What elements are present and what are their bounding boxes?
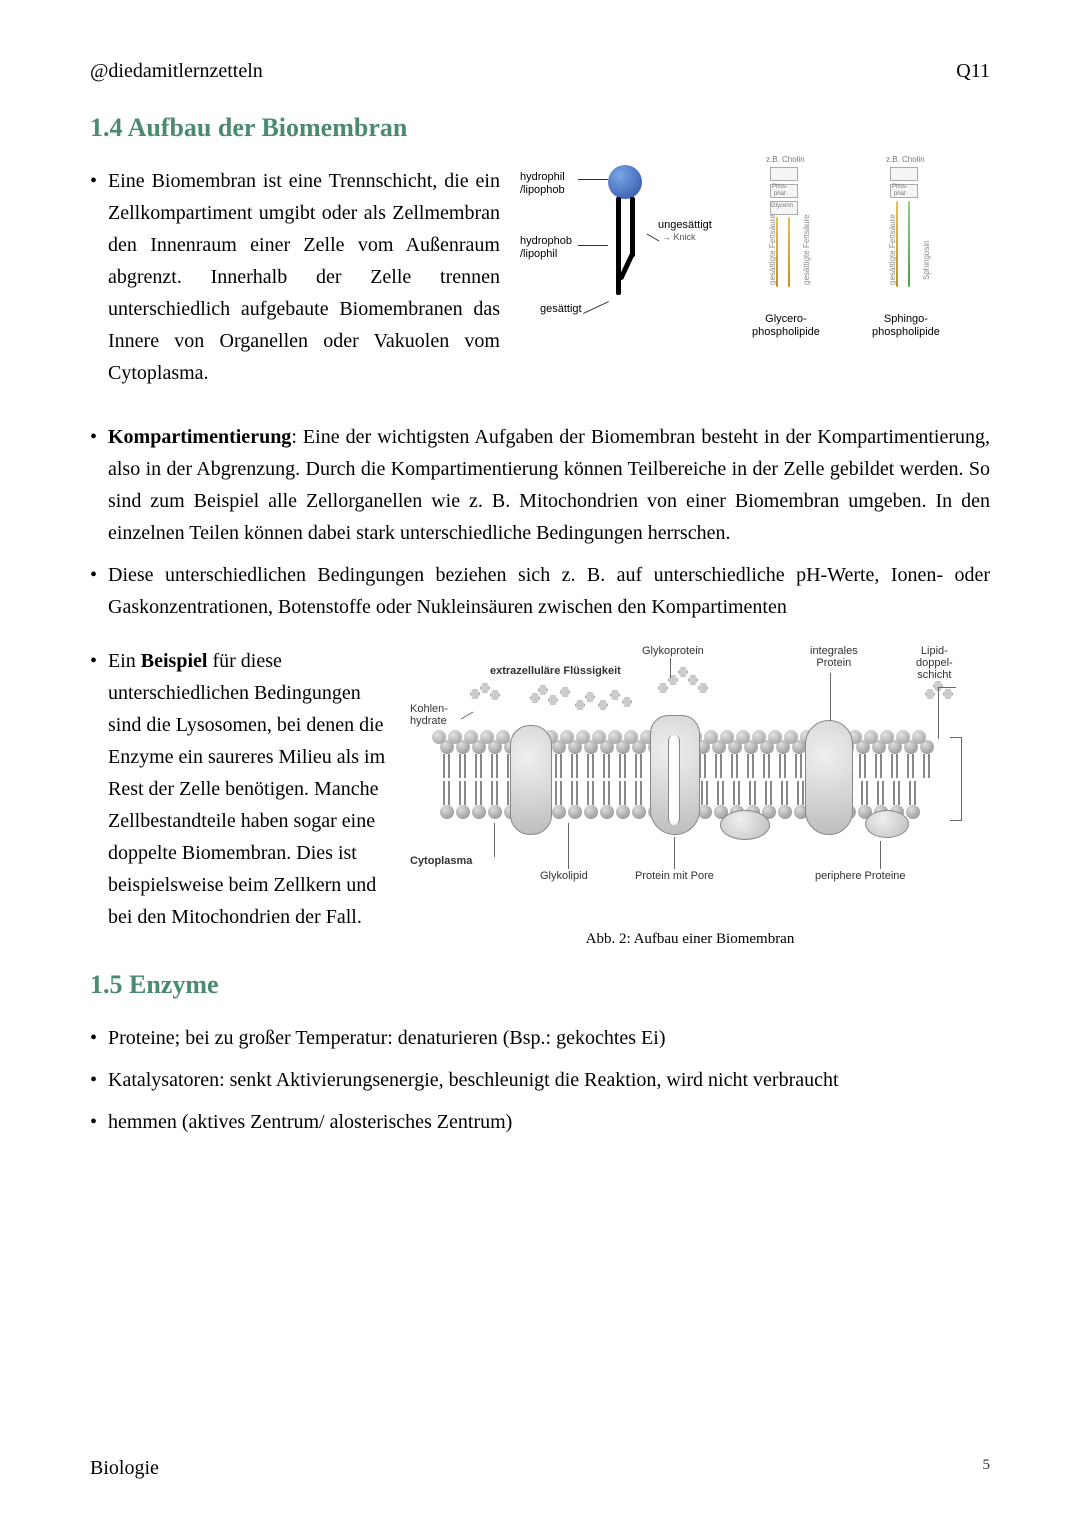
protein-peripheral-2 — [865, 810, 909, 838]
lbl-integrales: integrales Protein — [810, 645, 858, 669]
lbl-extracell: extrazelluläre Flüssigkeit — [490, 665, 621, 677]
header-right: Q11 — [956, 60, 990, 83]
phospholipid-tail-saturated — [616, 197, 621, 295]
arrow-1 — [578, 179, 608, 180]
protein-integral-1 — [510, 725, 552, 835]
lbl-phosphat-1: Phos- phat — [772, 184, 788, 198]
row-beispiel: Ein Beispiel für diese unterschiedlichen… — [90, 645, 990, 948]
conn-kohlen — [461, 712, 474, 720]
box-cholin-1 — [770, 167, 798, 181]
beispiel-pre: Ein — [108, 650, 141, 672]
enzyme-b2: Katalysatoren: senkt Aktivierungsenergie… — [108, 1064, 990, 1096]
bullet-kompartimentierung: Kompartimentierung: Eine der wichtigsten… — [108, 421, 990, 549]
row-intro: Eine Biomembran ist eine Trennschicht, d… — [90, 165, 990, 399]
conn-glykoprotein — [670, 658, 671, 678]
mini-tail-g2 — [788, 217, 790, 287]
vert-ges-3: gesättigte Fettsäure — [888, 214, 897, 285]
footer-subject: Biologie — [90, 1457, 159, 1480]
protein-integral-2 — [805, 720, 853, 835]
lbl-lipiddoppel: Lipid- doppel- schicht — [916, 645, 953, 681]
beispiel-rest: für diese unterschiedlichen Bedingungen … — [108, 650, 385, 928]
phospholipid-tail-unsaturated — [630, 197, 635, 257]
page-header: @diedamitlernzetteln Q11 — [90, 60, 990, 83]
lbl-ungesaettigt: ungesättigt — [658, 219, 712, 232]
lbl-glycero: Glycero- phospholipide — [752, 313, 820, 339]
conn-glykolipid — [568, 823, 569, 869]
bullet-beispiel: Ein Beispiel für diese unterschiedlichen… — [108, 645, 390, 933]
lbl-kohlenhydrate: Kohlen- hydrate — [410, 703, 448, 727]
page-footer: Biologie 5 — [90, 1457, 990, 1480]
conn-lipiddoppel-1 — [938, 687, 939, 739]
beispiel-bold: Beispiel — [141, 650, 208, 672]
bracket-lipiddoppel — [950, 737, 962, 821]
header-left: @diedamitlernzetteln — [90, 60, 263, 83]
arrow-3 — [583, 301, 609, 314]
heading-1-5: 1.5 Enzyme — [90, 970, 990, 1000]
mini-tail-s2 — [908, 201, 910, 287]
arrow-4 — [647, 234, 660, 242]
lbl-cholin-2: z.B. Cholin — [886, 155, 925, 165]
lbl-protein-pore: Protein mit Pore — [635, 870, 714, 882]
membrane-diagram: extrazelluläre Flüssigkeit Glykoprotein … — [410, 645, 970, 925]
lbl-hydrophil: hydrophil /lipophob — [520, 171, 565, 197]
bullet-bedingungen: Diese unterschiedlichen Bedingungen bezi… — [108, 559, 990, 623]
phospholipid-head-icon — [608, 165, 642, 199]
lbl-knick: → Knick — [662, 232, 696, 243]
conn-pore — [674, 837, 675, 869]
arrow-2 — [578, 245, 608, 246]
conn-integrales — [830, 673, 831, 721]
vert-ges-2: gesättigte Fettsäure — [802, 214, 811, 285]
lbl-cholin-1: z.B. Cholin — [766, 155, 805, 165]
lbl-gesaettigt: gesättigt — [540, 303, 582, 316]
footer-page: 5 — [983, 1457, 991, 1480]
box-cholin-2 — [890, 167, 918, 181]
protein-pore-channel — [668, 735, 680, 825]
lbl-glykoprotein: Glykoprotein — [642, 645, 704, 657]
lbl-cytoplasma: Cytoplasma — [410, 855, 472, 867]
lbl-glykolipid: Glykolipid — [540, 870, 588, 882]
enzyme-b3: hemmen (aktives Zentrum/ alosterisches Z… — [108, 1106, 990, 1138]
bullet-1-intro: Eine Biomembran ist eine Trennschicht, d… — [108, 165, 500, 389]
bold-kompart: Kompartimentierung — [108, 426, 291, 448]
conn-lipiddoppel-1b — [938, 687, 956, 688]
enzyme-b1: Proteine; bei zu großer Temperatur: dena… — [108, 1022, 990, 1054]
lbl-hydrophob: hydrophob /lipophil — [520, 235, 572, 261]
fig2-caption: Abb. 2: Aufbau einer Biomembran — [410, 931, 970, 948]
protein-peripheral-1 — [720, 810, 770, 840]
lbl-glycerin: Glycerin — [771, 203, 793, 210]
conn-cyto — [494, 823, 495, 857]
heading-1-4: 1.4 Aufbau der Biomembran — [90, 113, 990, 143]
lbl-periphere: periphere Proteine — [815, 870, 906, 882]
vert-sphingosin: Sphingosin — [922, 240, 931, 280]
lbl-phosphat-2: Phos- phat — [892, 184, 908, 198]
lbl-sphingo: Sphingo- phospholipide — [872, 313, 940, 339]
conn-periph — [880, 841, 881, 869]
phospholipid-diagram: hydrophil /lipophob hydrophob /lipophil … — [520, 165, 990, 355]
vert-ges-1: gesättigte Fettsäure — [768, 214, 777, 285]
